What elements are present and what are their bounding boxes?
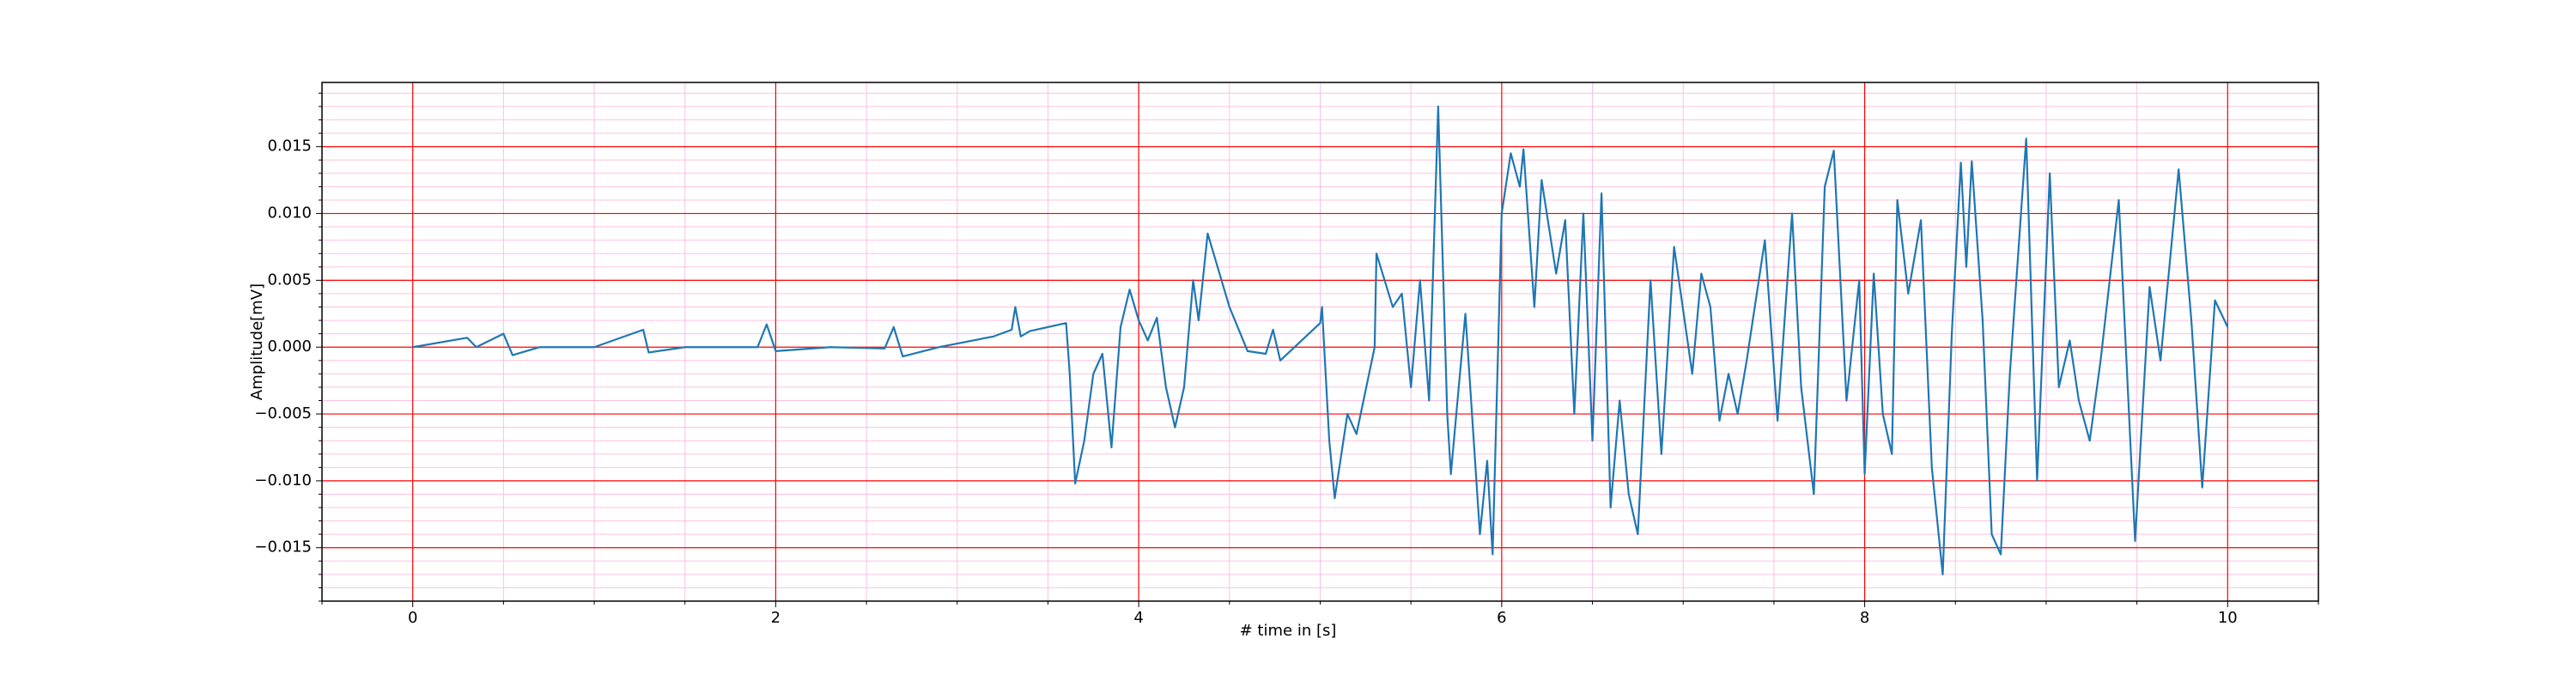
x-tick-label: 6 (1497, 609, 1506, 627)
data-line (412, 105, 2229, 575)
x-tick-label: 4 (1133, 609, 1143, 627)
y-tick-label: 0.015 (267, 137, 312, 155)
y-tick-label: 0.005 (267, 271, 312, 289)
y-tick-label: −0.015 (254, 538, 312, 556)
x-tick-label: 8 (1860, 609, 1869, 627)
x-axis-label: # time in [s] (1240, 622, 1337, 640)
x-tick-label: 10 (2218, 609, 2238, 627)
y-tick-label: 0.010 (267, 204, 312, 222)
plot-frame (321, 82, 2319, 602)
y-axis-label: Amplitude[mV] (248, 283, 266, 400)
y-tick-label: −0.010 (254, 471, 312, 489)
y-tick-label: −0.005 (254, 404, 312, 423)
x-tick-label: 0 (408, 609, 417, 627)
x-tick-label: 2 (771, 609, 781, 627)
y-tick-label: 0.000 (267, 337, 312, 356)
